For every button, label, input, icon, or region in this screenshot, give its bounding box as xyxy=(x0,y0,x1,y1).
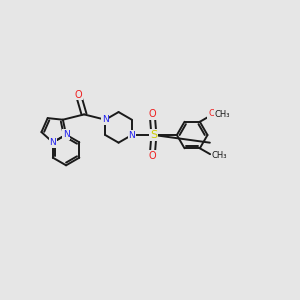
Text: O: O xyxy=(75,90,82,100)
Text: N: N xyxy=(102,115,109,124)
Text: CH₃: CH₃ xyxy=(212,151,227,160)
Text: N: N xyxy=(50,138,56,147)
Text: N: N xyxy=(63,130,70,139)
Text: CH₃: CH₃ xyxy=(215,110,230,119)
Text: O: O xyxy=(148,151,156,160)
Text: O: O xyxy=(148,110,156,119)
Text: S: S xyxy=(150,130,158,140)
Text: O: O xyxy=(208,109,215,118)
Text: N: N xyxy=(128,130,135,140)
